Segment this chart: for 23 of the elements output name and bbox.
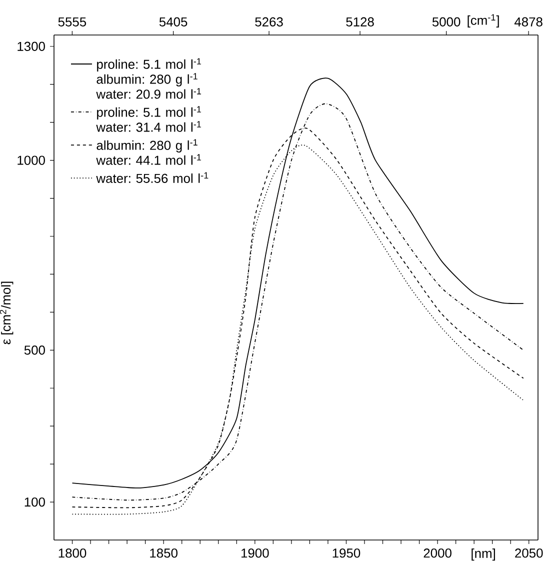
x2-tick-label: 5263 <box>255 17 283 26</box>
y-tick-label: 100 <box>24 497 45 507</box>
legend-label: water: 55.56 mol l$^{-1}$ <box>96 172 208 183</box>
x-tick-label: 1950 <box>332 548 360 558</box>
x-tick-label: 2000 <box>424 548 452 558</box>
y-tick-label: 500 <box>24 346 45 355</box>
legend-label: proline: 5.1 mol l$^{-1}$ water: 31.4 mol l$^{-1}$ <box>96 106 201 132</box>
x2-tick-label: 5405 <box>159 17 188 26</box>
x2-axis-title: [cm$^{-1}$] <box>468 14 499 28</box>
x-tick-label: 1900 <box>241 548 269 558</box>
y-tick-label: 1300 <box>18 42 45 51</box>
y-tick-label: 1000 <box>18 156 45 165</box>
x-tick-label: 2050 <box>515 548 543 558</box>
text: proline: 5.1 mol l$^{-1}$ albumin: 280 g l$^{-1}$ water: 20.9 mol l$^{-1}$ <box>96 58 201 99</box>
x-axis-title: [nm] <box>472 548 495 561</box>
x-tick-label: 1800 <box>58 548 86 558</box>
x2-tick-label: 4878 <box>514 17 542 26</box>
x2-tick-label: 5555 <box>58 17 86 26</box>
x-tick-label: 1850 <box>150 548 178 558</box>
legend-label: albumin: 280 g l$^{-1}$ water: 44.1 mol l$^{-1}$ <box>96 139 201 165</box>
x2-tick-label: 5128 <box>346 17 374 26</box>
y-axis-title: ε [cm$^{2}$/mol] <box>0 282 14 344</box>
x2-tick-label: 5000 <box>432 17 460 26</box>
